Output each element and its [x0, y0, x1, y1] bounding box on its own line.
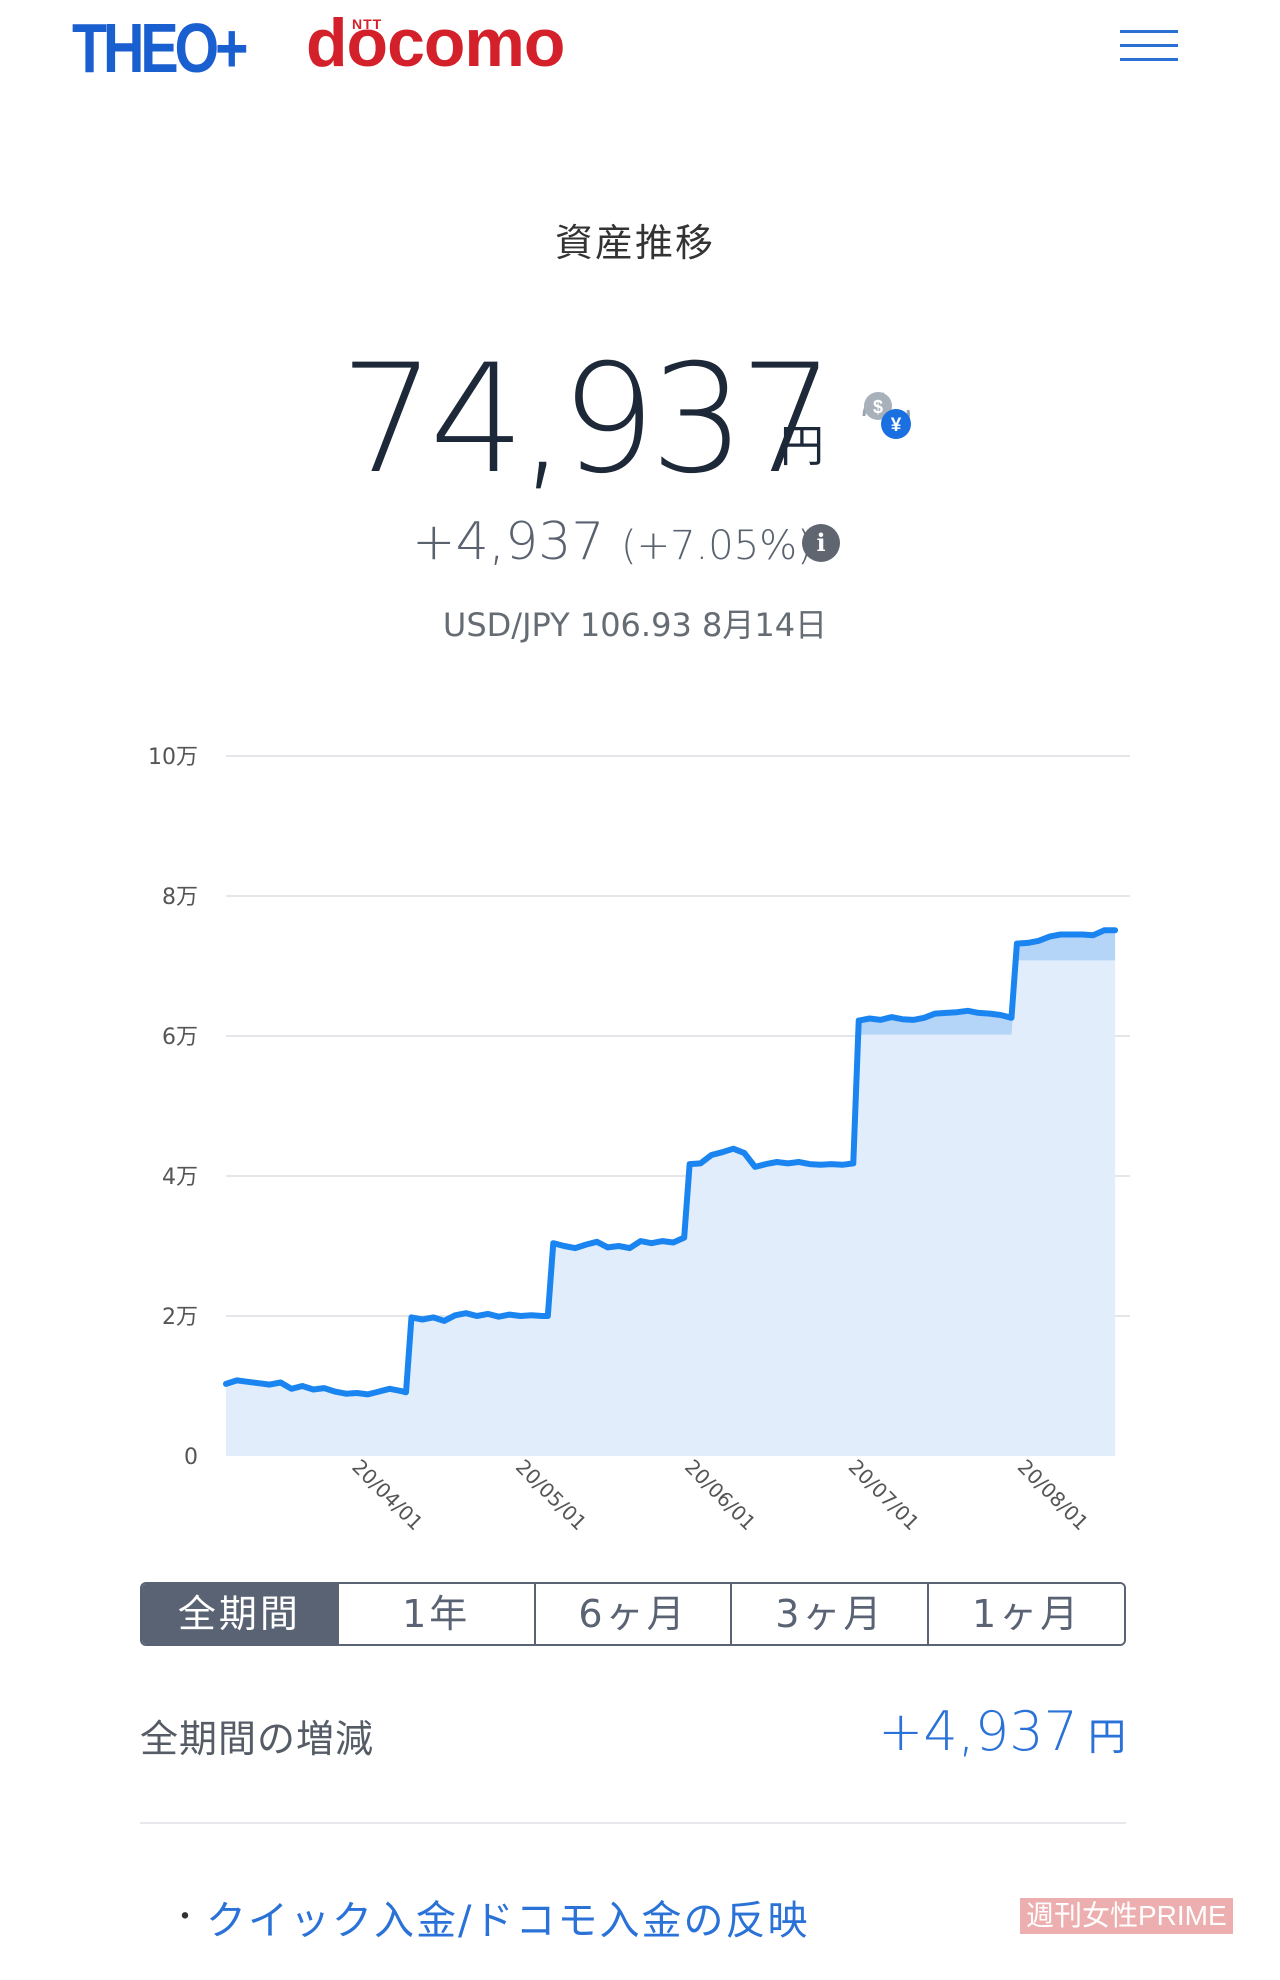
period-change-value: +4,937 円 [878, 1700, 1126, 1763]
x-tick-label: 20/05/01 [511, 1455, 591, 1535]
menu-bar [1120, 58, 1178, 61]
hamburger-menu-icon[interactable] [1120, 26, 1182, 66]
yen-coin [881, 409, 911, 439]
menu-bar [1120, 30, 1178, 33]
x-tick-label: 20/08/01 [1013, 1455, 1093, 1535]
theo-logo[interactable]: THEO+ [72, 9, 249, 87]
exchange-rate: USD/JPY 106.93 8月14日 [442, 606, 828, 644]
period-tabs: 全期間 1年 6ヶ月 3ヶ月 1ヶ月 [140, 1582, 1126, 1646]
total-asset-value: 74,937 [340, 333, 835, 507]
header: THEO+ NTT docomo [0, 0, 1280, 110]
period-change-amount: +4,937 [878, 1700, 1078, 1763]
info-icon[interactable]: i [802, 524, 840, 562]
change-percent: (+7.05%) [620, 523, 813, 569]
y-tick-label: 8万 [162, 885, 198, 910]
svg-text:¥: ¥ [891, 415, 902, 436]
watermark-logo: 週刊女性PRIME [1020, 1898, 1233, 1934]
x-tick-label: 20/04/01 [347, 1455, 427, 1535]
tab-6-months[interactable]: 6ヶ月 [533, 1584, 731, 1644]
period-change-unit: 円 [1087, 1715, 1126, 1759]
y-tick-label: 4万 [162, 1165, 198, 1190]
y-tick-label: 2万 [162, 1305, 198, 1330]
tab-1-month[interactable]: 1ヶ月 [927, 1584, 1124, 1644]
y-tick-label: 10万 [148, 745, 198, 770]
y-tick-label: 0 [184, 1445, 198, 1470]
asset-chart: 0 2万 4万 6万 8万 10万 20/04/01 20/05/01 20/06/01 20/0… [148, 745, 1130, 1535]
total-asset-unit: 円 [780, 421, 824, 472]
page-title: 資産推移 [554, 221, 715, 265]
bullet: ・ [170, 1900, 200, 1935]
tab-1-year[interactable]: 1年 [336, 1584, 534, 1644]
quick-deposit-link[interactable]: クイック入金/ドコモ入金の反映 [206, 1898, 810, 1944]
menu-bar [1120, 44, 1178, 47]
divider [140, 1822, 1126, 1824]
ntt-logo-text: NTT [352, 16, 383, 32]
docomo-logo: docomo [306, 5, 565, 81]
series-line [223, 927, 1119, 1398]
tab-all-period[interactable]: 全期間 [142, 1584, 337, 1644]
change-value: +4,937 [412, 512, 605, 572]
contribution-band [858, 930, 1116, 1035]
y-tick-label: 6万 [162, 1025, 198, 1050]
period-change-label: 全期間の増減 [140, 1717, 375, 1761]
change-amount: +4,937 (+7.05%) [412, 512, 813, 572]
currency-switch-icon[interactable]: $ ¥ [852, 380, 922, 450]
area-fill [226, 930, 1116, 1456]
svg-text:$: $ [873, 397, 883, 417]
dollar-coin [864, 392, 892, 420]
x-tick-label: 20/06/01 [680, 1455, 760, 1535]
x-tick-label: 20/07/01 [844, 1455, 924, 1535]
tab-3-months[interactable]: 3ヶ月 [730, 1584, 928, 1644]
